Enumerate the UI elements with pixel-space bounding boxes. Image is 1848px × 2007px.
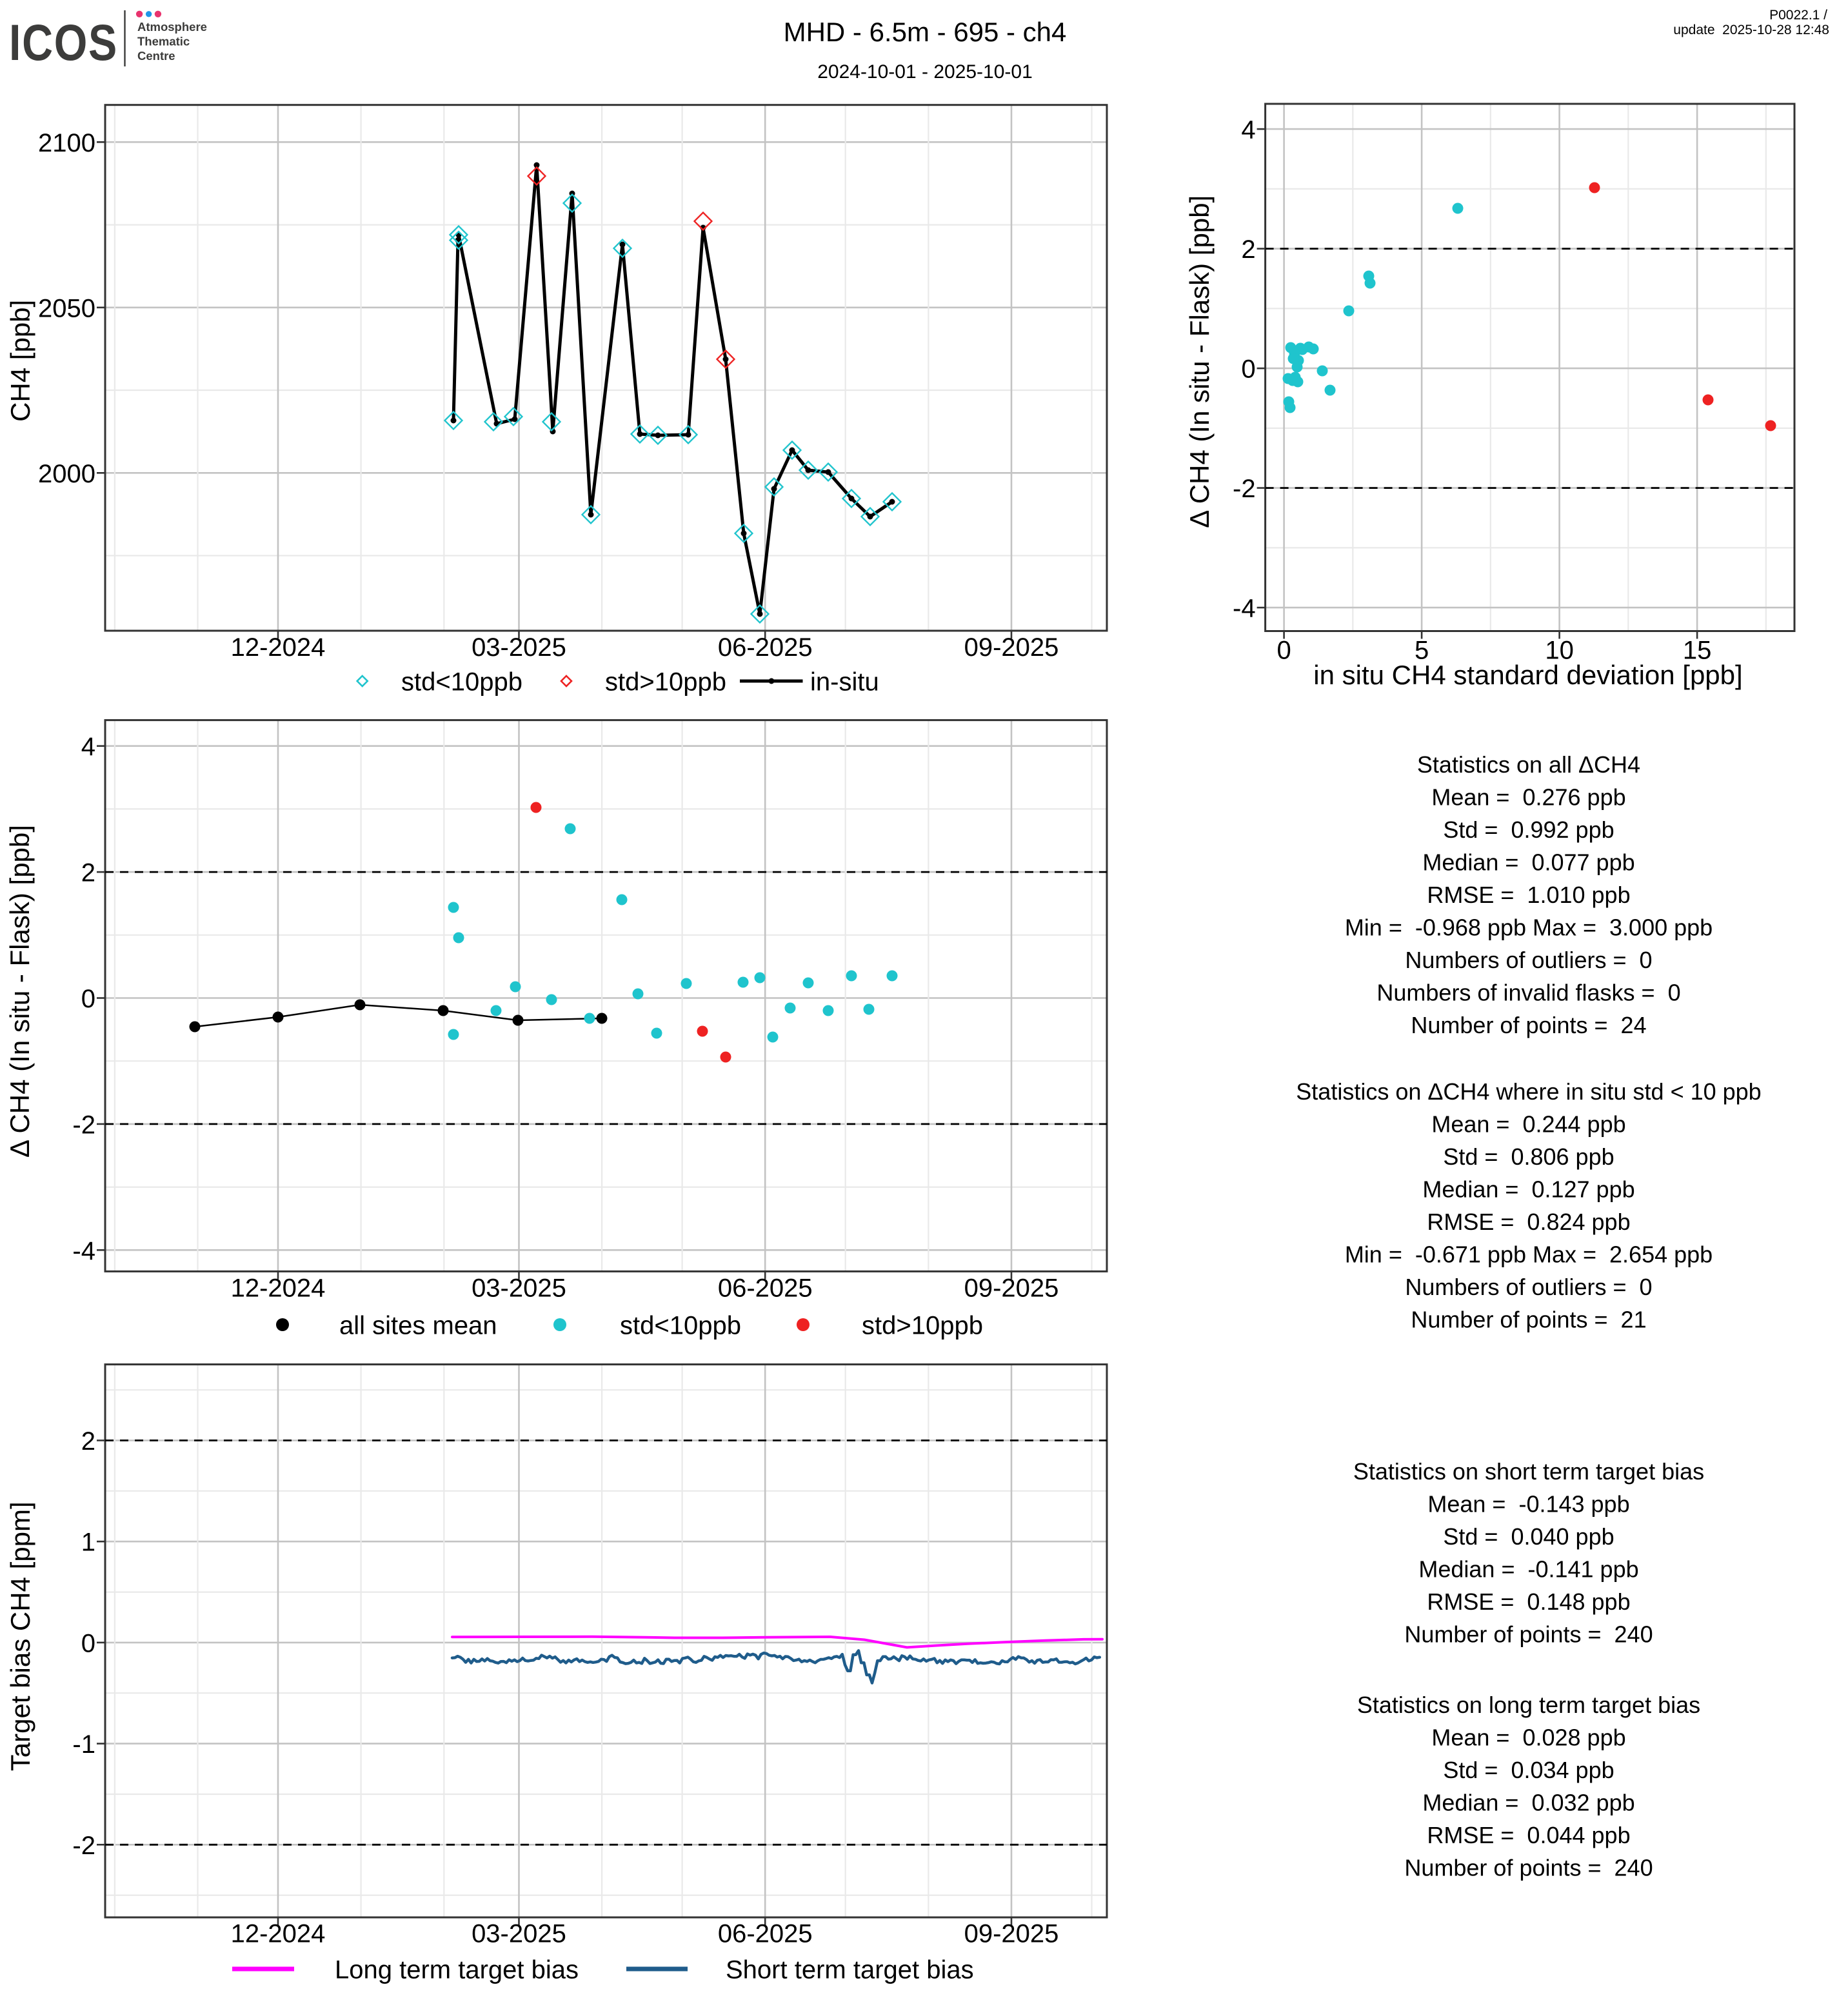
svg-text:12-2024: 12-2024 xyxy=(231,633,326,662)
svg-text:06-2025: 06-2025 xyxy=(718,1920,813,1948)
svg-text:2: 2 xyxy=(81,859,95,887)
svg-text:Δ CH4 (In situ - Flask) [ppb]: Δ CH4 (In situ - Flask) [ppb] xyxy=(5,825,35,1158)
svg-text:std<10ppb: std<10ppb xyxy=(401,668,522,697)
svg-text:Mean = -0.143 ppb: Mean = -0.143 ppb xyxy=(1427,1491,1629,1518)
svg-text:RMSE = 0.824 ppb: RMSE = 0.824 ppb xyxy=(1427,1209,1630,1235)
svg-text:5: 5 xyxy=(1415,637,1429,665)
svg-text:0: 0 xyxy=(81,1629,95,1657)
svg-text:Number of points = 21: Number of points = 21 xyxy=(1411,1307,1646,1333)
svg-text:-4: -4 xyxy=(1233,595,1256,623)
svg-text:Mean = 0.244 ppb: Mean = 0.244 ppb xyxy=(1431,1111,1625,1138)
svg-text:in situ CH4 standard deviation: in situ CH4 standard deviation [ppb] xyxy=(1313,660,1742,690)
svg-text:std>10ppb: std>10ppb xyxy=(862,1312,983,1340)
svg-text:-2: -2 xyxy=(1233,475,1256,503)
svg-text:Statistics on long term target: Statistics on long term target bias xyxy=(1357,1692,1700,1718)
svg-text:Std = 0.034 ppb: Std = 0.034 ppb xyxy=(1443,1757,1614,1783)
svg-text:std>10ppb: std>10ppb xyxy=(605,668,726,697)
svg-text:03-2025: 03-2025 xyxy=(472,1274,566,1303)
svg-text:2: 2 xyxy=(81,1427,95,1456)
svg-text:0: 0 xyxy=(81,985,95,1013)
svg-text:RMSE = 1.010 ppb: RMSE = 1.010 ppb xyxy=(1427,882,1630,908)
svg-text:Atmosphere: Atmosphere xyxy=(137,20,207,34)
svg-text:-1: -1 xyxy=(72,1730,95,1759)
svg-text:RMSE = 0.148 ppb: RMSE = 0.148 ppb xyxy=(1427,1588,1630,1615)
svg-text:09-2025: 09-2025 xyxy=(964,1274,1059,1303)
svg-text:2000: 2000 xyxy=(38,460,95,488)
svg-text:Numbers of invalid flasks = 0: Numbers of invalid flasks = 0 xyxy=(1376,980,1680,1006)
svg-text:update 2025-10-28 12:48: update 2025-10-28 12:48 xyxy=(1673,23,1829,37)
svg-text:06-2025: 06-2025 xyxy=(718,1274,813,1303)
svg-text:15: 15 xyxy=(1683,637,1712,665)
svg-text:0: 0 xyxy=(1277,637,1291,665)
svg-text:2100: 2100 xyxy=(38,129,95,157)
svg-text:Number of points = 240: Number of points = 240 xyxy=(1404,1621,1653,1648)
svg-text:03-2025: 03-2025 xyxy=(472,1920,566,1948)
svg-text:Target bias CH4 [ppm]: Target bias CH4 [ppm] xyxy=(5,1501,35,1771)
svg-text:4: 4 xyxy=(81,733,95,761)
svg-text:12-2024: 12-2024 xyxy=(231,1920,326,1948)
svg-text:2024-10-01 - 2025-10-01: 2024-10-01 - 2025-10-01 xyxy=(817,61,1033,83)
svg-text:Min = -0.671 ppb Max = 2.654: Min = -0.671 ppb Max = 2.654 ppb xyxy=(1345,1241,1713,1268)
svg-text:2: 2 xyxy=(1241,235,1255,264)
svg-text:Mean = 0.028 ppb: Mean = 0.028 ppb xyxy=(1431,1725,1625,1751)
svg-text:Numbers of outliers = 0: Numbers of outliers = 0 xyxy=(1405,1274,1652,1300)
svg-text:06-2025: 06-2025 xyxy=(718,633,813,662)
svg-text:CH4 [ppb]: CH4 [ppb] xyxy=(5,300,35,422)
svg-text:Number of points = 24: Number of points = 24 xyxy=(1411,1012,1646,1038)
svg-text:Centre: Centre xyxy=(137,49,175,63)
svg-text:03-2025: 03-2025 xyxy=(472,633,566,662)
svg-text:Min = -0.968 ppb Max = 3.000: Min = -0.968 ppb Max = 3.000 ppb xyxy=(1345,915,1713,941)
svg-text:2050: 2050 xyxy=(38,294,95,322)
svg-text:09-2025: 09-2025 xyxy=(964,1920,1059,1948)
svg-text:ICOS: ICOS xyxy=(9,15,118,72)
svg-text:std<10ppb: std<10ppb xyxy=(620,1312,741,1340)
svg-text:Thematic: Thematic xyxy=(137,35,190,48)
svg-text:Std = 0.806 ppb: Std = 0.806 ppb xyxy=(1443,1143,1614,1170)
svg-text:Median = -0.141 ppb: Median = -0.141 ppb xyxy=(1418,1556,1638,1583)
svg-text:1: 1 xyxy=(81,1528,95,1557)
svg-text:Median = 0.127 ppb: Median = 0.127 ppb xyxy=(1422,1176,1634,1203)
svg-text:Numbers of outliers = 0: Numbers of outliers = 0 xyxy=(1405,947,1652,973)
svg-text:Median = 0.077 ppb: Median = 0.077 ppb xyxy=(1422,849,1634,876)
svg-text:0: 0 xyxy=(1241,355,1255,384)
svg-text:Δ CH4 (In situ - Flask) [ppb]: Δ CH4 (In situ - Flask) [ppb] xyxy=(1184,195,1215,528)
svg-text:10: 10 xyxy=(1545,637,1574,665)
svg-text:-2: -2 xyxy=(72,1832,95,1860)
svg-text:Mean = 0.276 ppb: Mean = 0.276 ppb xyxy=(1431,784,1625,811)
svg-text:09-2025: 09-2025 xyxy=(964,633,1059,662)
svg-text:Statistics on ΔCH4 where in si: Statistics on ΔCH4 where in situ std < 1… xyxy=(1296,1078,1761,1105)
svg-text:-4: -4 xyxy=(72,1237,95,1265)
svg-text:MHD - 6.5m - 695 - ch4: MHD - 6.5m - 695 - ch4 xyxy=(784,17,1067,47)
svg-text:Std = 0.992 ppb: Std = 0.992 ppb xyxy=(1443,816,1614,843)
svg-text:P0022.1 /: P0022.1 / xyxy=(1769,8,1827,23)
svg-text:Statistics on short term targe: Statistics on short term target bias xyxy=(1353,1458,1704,1485)
svg-text:Statistics on all ΔCH4: Statistics on all ΔCH4 xyxy=(1417,751,1640,778)
svg-text:RMSE = 0.044 ppb: RMSE = 0.044 ppb xyxy=(1427,1822,1630,1848)
svg-text:Number of points = 240: Number of points = 240 xyxy=(1404,1855,1653,1881)
svg-text:Std = 0.040 ppb: Std = 0.040 ppb xyxy=(1443,1523,1614,1550)
svg-text:-2: -2 xyxy=(72,1111,95,1139)
svg-text:Short term target bias: Short term target bias xyxy=(726,1956,974,1984)
svg-text:Long term target bias: Long term target bias xyxy=(335,1956,579,1984)
svg-text:all sites mean: all sites mean xyxy=(339,1312,497,1340)
svg-text:Median = 0.032 ppb: Median = 0.032 ppb xyxy=(1422,1790,1634,1816)
svg-text:4: 4 xyxy=(1241,116,1255,144)
svg-text:12-2024: 12-2024 xyxy=(231,1274,326,1303)
svg-text:in-situ: in-situ xyxy=(810,668,879,697)
